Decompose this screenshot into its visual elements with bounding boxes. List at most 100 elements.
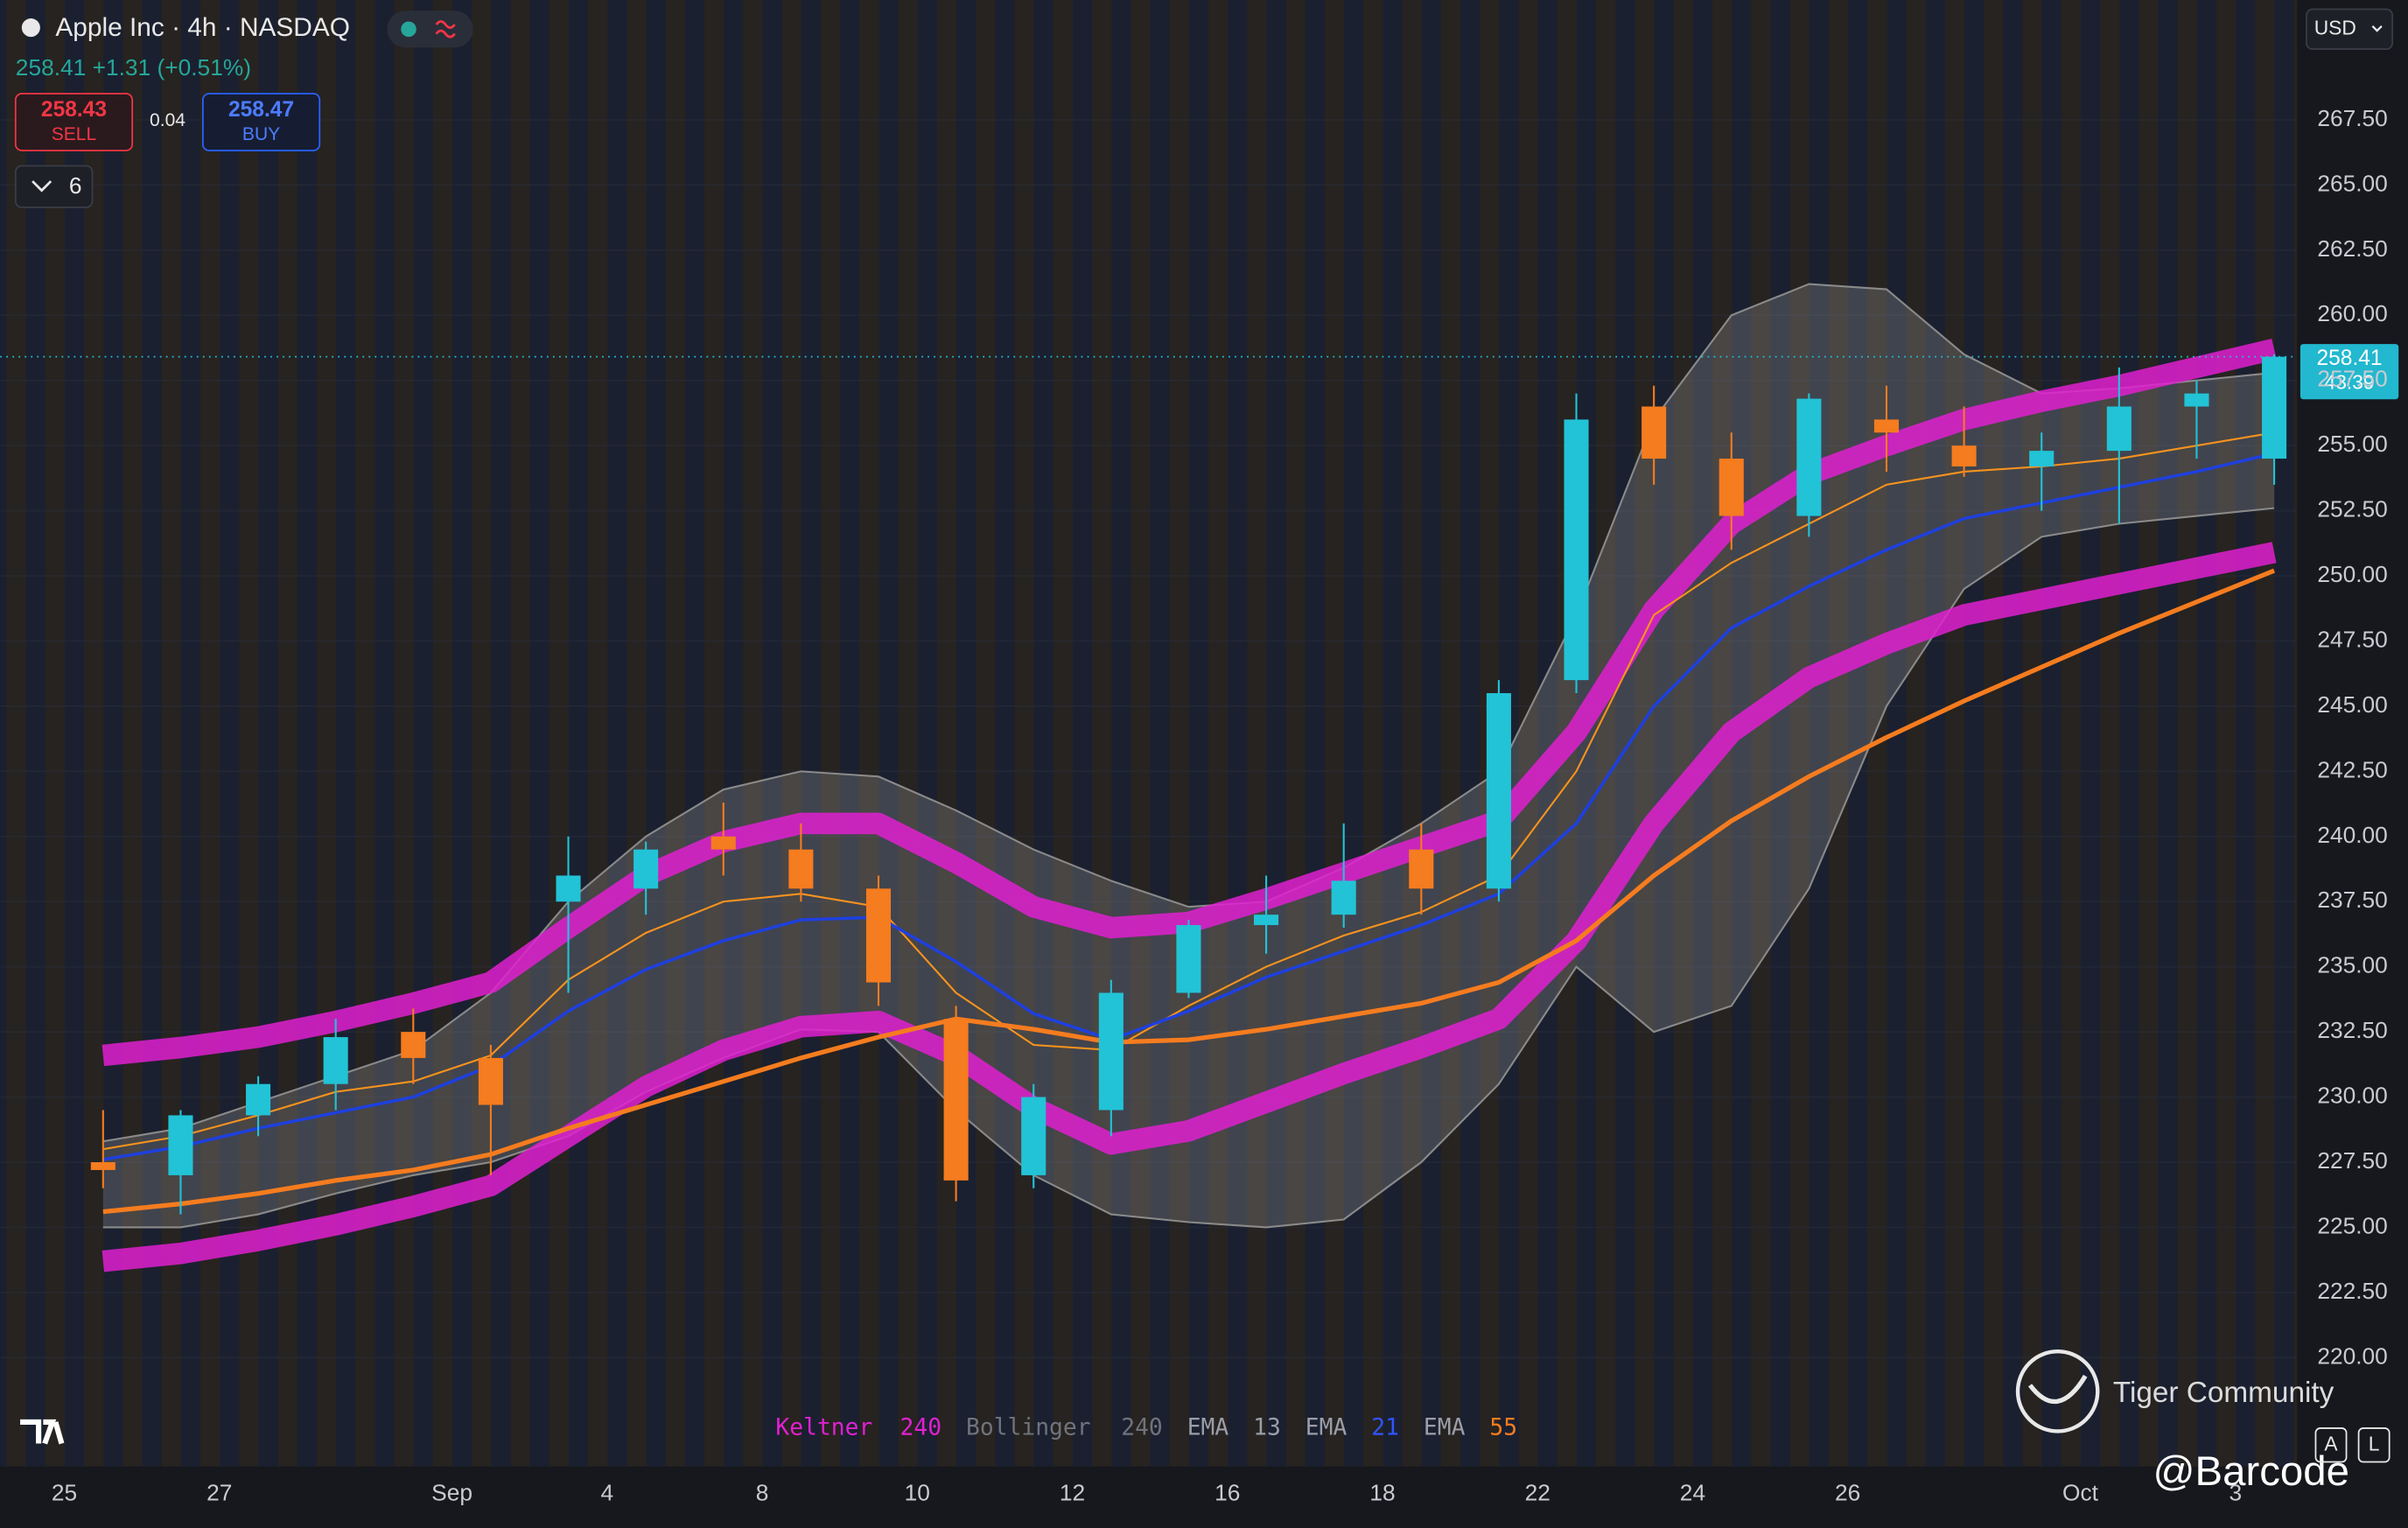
x-tick-label: 4 — [601, 1479, 614, 1505]
candle-body — [478, 1057, 503, 1105]
indicator-count: 6 — [69, 172, 82, 199]
tiger-logo-mark — [2027, 1374, 2088, 1404]
candle-body — [2184, 393, 2209, 407]
candle-body — [401, 1032, 426, 1058]
y-tick-label: 255.00 — [2317, 431, 2387, 457]
y-tick-label: 225.00 — [2317, 1212, 2387, 1238]
apple-icon — [21, 18, 40, 38]
candle-body — [943, 1019, 969, 1181]
legend-param: 13 — [1253, 1414, 1281, 1440]
data-icon — [435, 20, 456, 39]
candle-body — [2106, 406, 2132, 452]
sell-price: 258.43 — [41, 98, 107, 122]
legend-param: 240 — [900, 1414, 942, 1440]
market-status — [401, 21, 416, 38]
x-tick-label: 27 — [206, 1479, 232, 1505]
candle-body — [865, 888, 892, 983]
auto-scale-button[interactable] — [2314, 1427, 2348, 1463]
candle-body — [1098, 992, 1124, 1111]
y-tick-label: 222.50 — [2317, 1278, 2387, 1304]
candle-body — [1718, 459, 1744, 516]
y-tick-label: 220.00 — [2317, 1342, 2387, 1369]
candle-body — [1176, 925, 1201, 993]
candle-body — [710, 836, 736, 850]
button-label: L — [2369, 1432, 2380, 1454]
buy-price: 258.47 — [228, 98, 294, 122]
time-axis-background — [0, 1466, 2408, 1528]
candle-body — [1796, 398, 1822, 516]
candle-body — [1564, 419, 1589, 681]
brand: Tiger Community — [2113, 1377, 2334, 1409]
tv-logo — [20, 1419, 65, 1445]
y-tick-label: 267.50 — [2317, 105, 2387, 131]
ema-line — [102, 568, 2276, 1215]
legend-name: EMA — [1424, 1414, 1466, 1440]
price-tag-price: 258.41 — [2317, 347, 2383, 370]
candle-body — [556, 875, 581, 902]
candle-body — [1021, 1097, 1046, 1175]
candle-body — [2029, 451, 2054, 466]
y-tick-label: 237.50 — [2317, 887, 2387, 913]
legend-name: Bollinger — [966, 1414, 1091, 1440]
legend-param: 21 — [1371, 1414, 1399, 1440]
price-axis-background — [2297, 0, 2408, 1467]
button-label: A — [2324, 1432, 2338, 1454]
x-tick-label: 10 — [905, 1479, 930, 1505]
y-tick-label: 250.00 — [2317, 561, 2387, 587]
y-tick-label: 242.50 — [2317, 756, 2387, 782]
legend-name: EMA — [1187, 1414, 1229, 1440]
ema-line — [102, 431, 2275, 1151]
chevron — [32, 180, 52, 193]
candle-body — [1951, 445, 1977, 466]
ema-line — [102, 452, 2275, 1161]
candle-body — [2262, 356, 2287, 459]
candle-body — [1331, 880, 1356, 915]
sell-button[interactable] — [14, 93, 134, 151]
candle-body — [168, 1115, 193, 1175]
indicator-toggle[interactable] — [14, 165, 94, 208]
candle-body — [634, 849, 659, 889]
y-tick-label: 265.00 — [2317, 170, 2387, 196]
candle-body — [1254, 915, 1279, 926]
legend-param: 240 — [1121, 1414, 1163, 1440]
candle-body — [246, 1083, 271, 1116]
candle-body — [90, 1162, 116, 1170]
status-pill[interactable] — [387, 11, 473, 48]
symbol-title: Apple Inc · 4h · NASDAQ — [55, 13, 350, 42]
sell-label: SELL — [52, 124, 97, 144]
legend-name: Keltner — [775, 1414, 872, 1440]
username: @Barcode — [2152, 1448, 2348, 1495]
x-tick-label: Oct — [2062, 1479, 2099, 1505]
x-tick-label: Sep — [431, 1479, 472, 1505]
price-tag-countdown: 43:39 — [2325, 371, 2375, 394]
candle-body — [1409, 849, 1434, 889]
buy-label: BUY — [242, 124, 280, 144]
x-tick-label: 12 — [1060, 1479, 1085, 1505]
x-tick-label: 22 — [1525, 1479, 1550, 1505]
currency-select[interactable] — [2306, 8, 2394, 51]
x-tick-label: 26 — [1835, 1479, 1860, 1505]
y-tick-label: 227.50 — [2317, 1147, 2387, 1174]
log-scale-button[interactable] — [2357, 1427, 2390, 1463]
y-tick-label: 257.50 — [2317, 366, 2387, 392]
bollinger-upper — [102, 283, 2275, 1143]
y-tick-label: 240.00 — [2317, 822, 2387, 848]
buy-button[interactable] — [202, 93, 321, 151]
x-tick-label: 3 — [2229, 1479, 2242, 1505]
quote: 258.41 +1.31 (+0.51%) — [16, 54, 251, 81]
y-tick-label: 245.00 — [2317, 691, 2387, 718]
y-tick-label: 262.50 — [2317, 235, 2387, 262]
candle-body — [1642, 406, 1667, 459]
tiger-logo — [2015, 1349, 2100, 1433]
plot-background — [0, 0, 2298, 1467]
y-tick-label: 235.00 — [2317, 952, 2387, 978]
keltner-lower — [102, 542, 2277, 1272]
candle-body — [1873, 419, 1900, 433]
y-tick-label: 247.50 — [2317, 626, 2387, 652]
chevron — [2371, 25, 2383, 32]
candle-body — [1486, 693, 1511, 889]
x-tick-label: 18 — [1369, 1479, 1395, 1505]
y-tick-label: 230.00 — [2317, 1083, 2387, 1109]
legend-name: EMA — [1306, 1414, 1348, 1440]
